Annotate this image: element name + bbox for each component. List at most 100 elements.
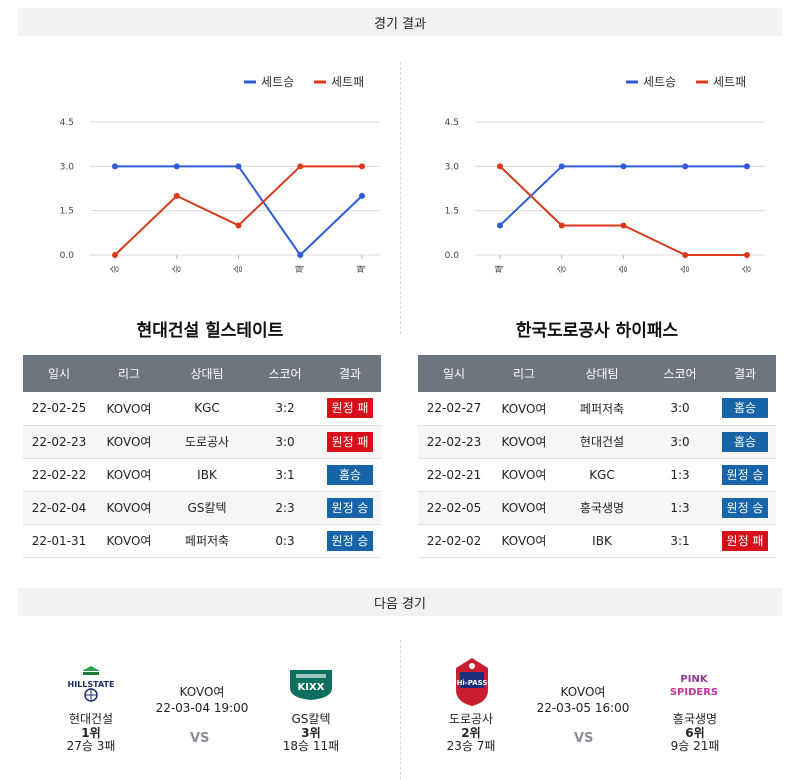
col-date-header: 일시 bbox=[418, 355, 490, 392]
x-tick-label: 승 bbox=[618, 265, 629, 273]
svg-text:HILLSTATE: HILLSTATE bbox=[68, 680, 114, 689]
next1-home-name: 현대건설 bbox=[68, 712, 114, 726]
next1-home-rank: 1위 bbox=[81, 726, 101, 740]
next2-away-info: 흥국생명 6위 9승 21패 bbox=[654, 713, 736, 753]
row-opponent: 도로공사 bbox=[163, 425, 251, 459]
next-section-header: 다음 경기 bbox=[18, 588, 782, 616]
row-opponent: IBK bbox=[558, 524, 646, 558]
x-tick-label: 패 bbox=[357, 265, 368, 273]
hipass-logo: Hi-PASS bbox=[456, 658, 488, 706]
row-score: 0:3 bbox=[251, 524, 319, 558]
row-result: 원정 패 bbox=[714, 524, 776, 558]
row-score: 3:2 bbox=[251, 392, 319, 426]
row-date: 22-01-31 bbox=[23, 524, 95, 558]
row-result: 홈승 bbox=[319, 458, 381, 492]
y-tick-label: 3.0 bbox=[445, 162, 460, 172]
x-tick-label: 승 bbox=[680, 265, 691, 273]
data-point bbox=[235, 163, 242, 170]
row-result: 원정 승 bbox=[319, 491, 381, 525]
data-point bbox=[297, 252, 304, 258]
data-point bbox=[359, 192, 365, 199]
data-point bbox=[112, 163, 118, 170]
kixx-logo: KIXX bbox=[290, 670, 332, 700]
row-league: KOVO여 bbox=[95, 425, 163, 459]
row-league: KOVO여 bbox=[490, 425, 558, 459]
col-result-header: 결과 bbox=[714, 355, 776, 392]
next2-away-rank: 6위 bbox=[685, 726, 705, 740]
row-date: 22-02-21 bbox=[418, 458, 490, 492]
team1-title: 현대건설 힐스테이트 bbox=[136, 321, 284, 341]
row-league: KOVO여 bbox=[490, 392, 558, 426]
results-section-title: 경기 결과 bbox=[374, 16, 426, 32]
row-date: 22-02-25 bbox=[23, 392, 95, 426]
row-date: 22-02-02 bbox=[418, 524, 490, 558]
row-league: KOVO여 bbox=[95, 491, 163, 525]
row-score: 1:3 bbox=[646, 458, 714, 492]
row-date: 22-02-27 bbox=[418, 392, 490, 426]
series-line-win bbox=[499, 165, 747, 227]
data-point bbox=[359, 163, 365, 170]
data-point bbox=[558, 222, 565, 229]
team2-title: 한국도로공사 하이패스 bbox=[515, 321, 679, 341]
x-tick-label: 승 bbox=[110, 265, 121, 273]
team1-results-table: 일시 리그 상대팀 스코어 결과 22-02-25 KOVO여 KGC 3:2 원정 패… bbox=[23, 355, 381, 558]
y-tick-label: 1.5 bbox=[60, 207, 74, 217]
result-badge: 원정 패 bbox=[327, 431, 373, 452]
y-tick-label: 0.0 bbox=[60, 251, 75, 261]
row-result: 홈승 bbox=[714, 425, 776, 459]
row-date: 22-02-23 bbox=[418, 425, 490, 459]
next2-away-name: 흥국생명 bbox=[672, 712, 718, 726]
result-badge: 원정 승 bbox=[327, 497, 373, 518]
row-league: KOVO여 bbox=[95, 392, 163, 426]
row-opponent: IBK bbox=[163, 458, 251, 492]
data-point bbox=[558, 163, 565, 170]
table-row: 22-01-31 KOVO여 페퍼저축 0:3 원정 승 bbox=[23, 524, 381, 558]
row-league: KOVO여 bbox=[490, 458, 558, 492]
row-score: 3:1 bbox=[646, 524, 714, 558]
row-opponent: 페퍼저축 bbox=[163, 524, 251, 558]
result-badge: 원정 승 bbox=[327, 530, 373, 551]
result-badge: 홈승 bbox=[722, 398, 768, 419]
row-league: KOVO여 bbox=[490, 491, 558, 525]
svg-text:KIXX: KIXX bbox=[298, 682, 325, 693]
row-league: KOVO여 bbox=[95, 524, 163, 558]
data-point bbox=[173, 163, 180, 170]
row-result: 원정 승 bbox=[714, 458, 776, 492]
col-result-header: 결과 bbox=[319, 355, 381, 392]
table-row: 22-02-04 KOVO여 GS칼텍 2:3 원정 승 bbox=[23, 491, 381, 525]
row-result: 원정 승 bbox=[714, 491, 776, 525]
col-score-header: 스코어 bbox=[251, 355, 319, 392]
legend-lose-label: 세트패 bbox=[713, 75, 746, 89]
row-score: 3:0 bbox=[646, 392, 714, 426]
x-tick-label: 승 bbox=[742, 265, 753, 273]
next-divider bbox=[400, 640, 401, 780]
next2-match-info: KOVO여 22-03-05 16:00 bbox=[530, 684, 636, 716]
col-score-header: 스코어 bbox=[646, 355, 714, 392]
y-tick-label: 4.5 bbox=[60, 118, 74, 128]
col-league-header: 리그 bbox=[95, 355, 163, 392]
next1-match-info: KOVO여 22-03-04 19:00 bbox=[150, 684, 254, 716]
next2-home-record: 23승 7패 bbox=[446, 739, 496, 753]
next2-home-rank: 2위 bbox=[461, 726, 481, 740]
next2-vs: VS bbox=[574, 731, 594, 746]
data-point bbox=[112, 252, 118, 258]
result-badge: 원정 패 bbox=[327, 398, 373, 419]
next1-league: KOVO여 bbox=[179, 685, 225, 699]
row-score: 3:0 bbox=[646, 425, 714, 459]
table-row: 22-02-23 KOVO여 현대건설 3:0 홈승 bbox=[418, 425, 776, 459]
table-row: 22-02-21 KOVO여 KGC 1:3 원정 승 bbox=[418, 458, 776, 492]
row-date: 22-02-04 bbox=[23, 491, 95, 525]
next1-datetime: 22-03-04 19:00 bbox=[155, 701, 249, 715]
data-point bbox=[682, 163, 689, 170]
charts-divider bbox=[400, 62, 401, 334]
table-header-row: 일시 리그 상대팀 스코어 결과 bbox=[23, 355, 381, 392]
row-opponent: 현대건설 bbox=[558, 425, 646, 459]
table-header-row: 일시 리그 상대팀 스코어 결과 bbox=[418, 355, 776, 392]
row-opponent: KGC bbox=[558, 458, 646, 492]
result-badge: 원정 패 bbox=[722, 530, 768, 551]
row-opponent: KGC bbox=[163, 392, 251, 426]
row-score: 2:3 bbox=[251, 491, 319, 525]
row-result: 원정 패 bbox=[319, 392, 381, 426]
result-badge: 홈승 bbox=[722, 431, 768, 452]
data-point bbox=[744, 252, 750, 258]
